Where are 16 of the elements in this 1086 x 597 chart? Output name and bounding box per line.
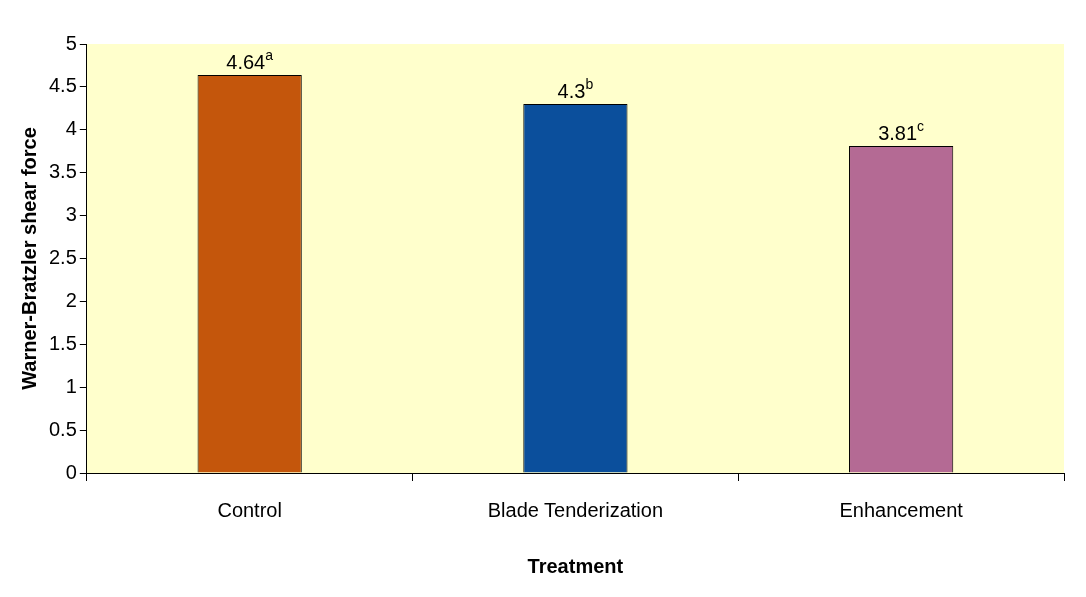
y-tick-label: 2 — [65, 288, 77, 311]
y-tick-label: 0.5 — [48, 417, 77, 440]
y-tick-label: 2.5 — [48, 246, 77, 269]
x-tick-label: Blade Tenderization — [487, 498, 664, 521]
x-axis-title: Treatment — [527, 554, 624, 577]
y-tick-label: 4 — [65, 117, 77, 140]
y-axis-title: Warner-Bratzler shear force — [17, 127, 40, 390]
x-tick-label: Control — [217, 498, 282, 521]
y-tick-label: 1 — [65, 374, 77, 397]
y-tick-label: 3.5 — [48, 160, 77, 183]
y-tick-label: 4.5 — [48, 74, 77, 97]
y-tick-label: 1.5 — [48, 331, 77, 354]
y-tick-label: 5 — [65, 31, 77, 54]
x-tick-label: Enhancement — [839, 498, 964, 521]
y-tick-label: 3 — [65, 203, 77, 226]
y-tick-label: 0 — [65, 460, 77, 483]
